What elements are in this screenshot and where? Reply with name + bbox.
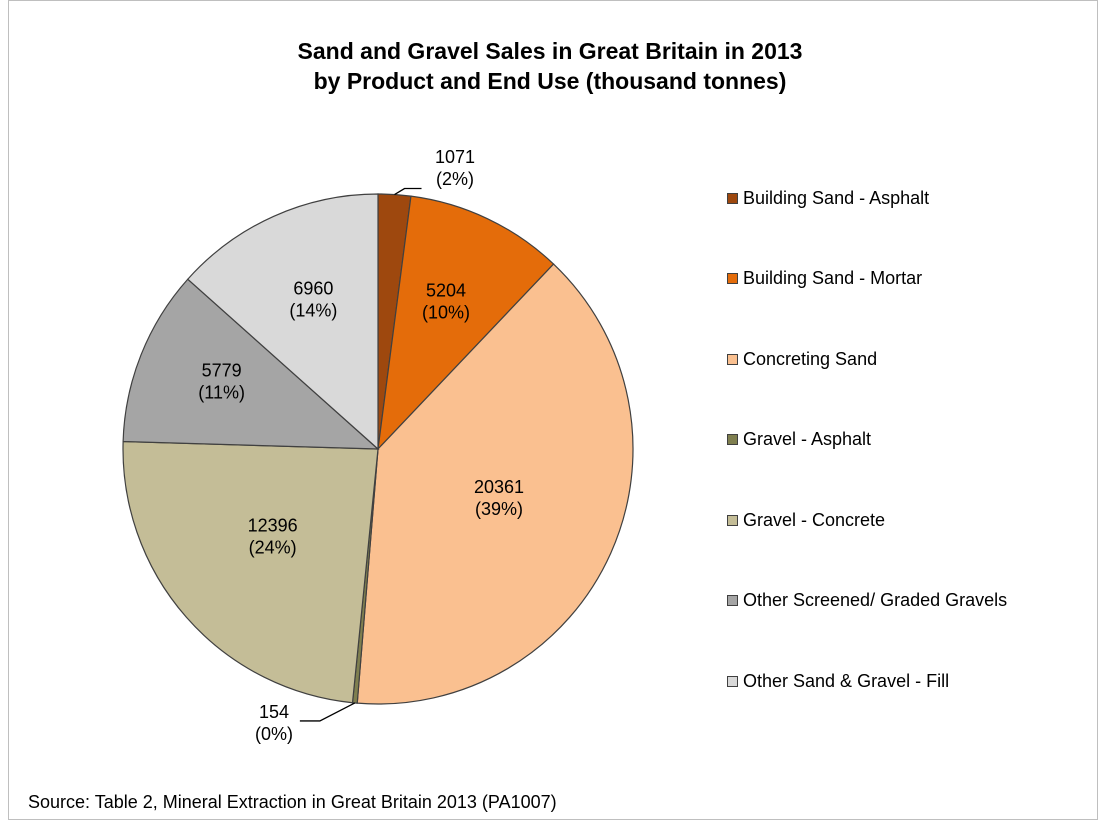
data-label-value-other-screened-graded-gravels: 5779 bbox=[202, 361, 242, 381]
data-label-percent-building-sand-mortar: (10%) bbox=[422, 302, 470, 322]
legend-item-other-screened-graded-gravels: Other Screened/ Graded Gravels bbox=[727, 590, 1007, 612]
legend-swatch bbox=[727, 514, 738, 526]
legend-label: Building Sand - Mortar bbox=[743, 268, 923, 288]
leader-line-building-sand-asphalt bbox=[394, 187, 422, 196]
legend-item-concreting-sand: Concreting Sand bbox=[727, 348, 877, 370]
chart-title: Sand and Gravel Sales in Great Britain i… bbox=[0, 36, 1100, 96]
pie-slice-other-sand-gravel-fill bbox=[186, 193, 379, 451]
data-label-value-building-sand-mortar: 5204 bbox=[426, 280, 466, 300]
source-note: Source: Table 2, Mineral Extraction in G… bbox=[28, 792, 557, 812]
pie-slice-gravel-concrete bbox=[122, 440, 379, 704]
legend-label: Concreting Sand bbox=[743, 348, 878, 369]
pie-slice-concreting-sand bbox=[356, 263, 634, 705]
legend-swatch bbox=[727, 675, 738, 687]
data-label-value-concreting-sand: 20361 bbox=[474, 477, 524, 497]
legend-swatch bbox=[727, 353, 738, 365]
legend-label: Other Sand & Gravel - Fill bbox=[743, 670, 950, 691]
legend-item-gravel-concrete: Gravel - Concrete bbox=[727, 509, 885, 531]
data-label-percent-other-screened-graded-gravels: (11%) bbox=[198, 383, 245, 403]
data-label-percent-other-sand-gravel-fill: (14%) bbox=[289, 301, 337, 321]
leader-line-gravel-asphalt bbox=[299, 702, 356, 722]
pie-slice-other-screened-graded-gravels bbox=[122, 278, 380, 450]
legend-swatch bbox=[727, 192, 738, 204]
legend-label: Building Sand - Asphalt bbox=[743, 187, 930, 208]
legend-swatch bbox=[727, 273, 738, 284]
pie-data-labels: 1071(2%)5204(10%)20361(39%)154(0%)12396(… bbox=[198, 147, 524, 744]
pie-slice-building-sand-mortar bbox=[377, 195, 555, 451]
chart-title-line-1: Sand and Gravel Sales in Great Britain i… bbox=[297, 38, 803, 64]
data-label-percent-concreting-sand: (39%) bbox=[475, 499, 523, 519]
legend-label: Gravel - Asphalt bbox=[743, 429, 872, 449]
legend-swatch bbox=[727, 595, 738, 606]
chart-title-line-2: by Product and End Use (thousand tonnes) bbox=[313, 68, 787, 94]
legend-item-building-sand-asphalt: Building Sand - Asphalt bbox=[727, 187, 929, 209]
legend-item-gravel-asphalt: Gravel - Asphalt bbox=[727, 429, 871, 451]
pie-slices bbox=[122, 193, 634, 705]
data-label-value-gravel-asphalt: 154 bbox=[259, 702, 289, 722]
data-label-value-other-sand-gravel-fill: 6960 bbox=[293, 279, 333, 299]
legend-swatch bbox=[727, 434, 738, 445]
data-label-value-building-sand-asphalt: 1071 bbox=[435, 147, 475, 167]
data-label-value-gravel-concrete: 12396 bbox=[248, 516, 298, 536]
legend-item-other-sand-gravel-fill: Other Sand & Gravel - Fill bbox=[727, 670, 949, 692]
data-label-percent-building-sand-asphalt: (2%) bbox=[436, 169, 474, 189]
data-label-percent-gravel-asphalt: (0%) bbox=[255, 724, 293, 744]
legend-item-building-sand-mortar: Building Sand - Mortar bbox=[727, 268, 922, 290]
legend-label: Other Screened/ Graded Gravels bbox=[743, 590, 1008, 610]
legend-label: Gravel - Concrete bbox=[743, 509, 886, 530]
data-label-percent-gravel-concrete: (24%) bbox=[249, 538, 297, 558]
